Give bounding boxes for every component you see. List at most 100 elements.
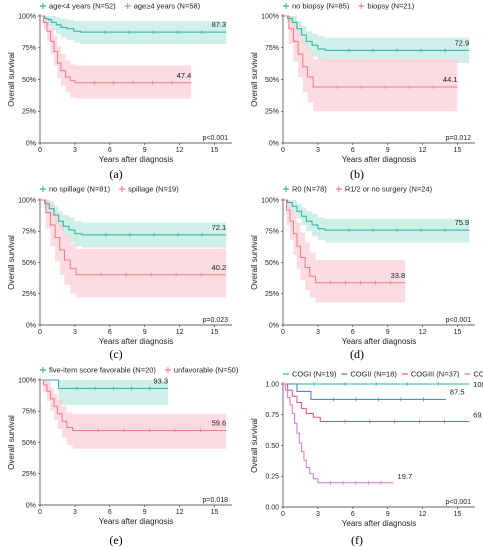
survival-curve (283, 383, 470, 423)
y-tick-label: 75% (22, 229, 36, 236)
confidence-band (283, 16, 470, 63)
survival-end-label: 87.5 (450, 387, 465, 396)
y-tick-label: 100% (261, 13, 279, 20)
survival-end-label: 100 (473, 380, 483, 389)
legend-label: R0 (N=78) (292, 185, 327, 194)
x-tick-label: 3 (73, 147, 77, 154)
survival-curve (40, 199, 227, 236)
y-tick-label: 0% (269, 140, 279, 147)
legend-label: COGIV (N=20) (473, 370, 483, 379)
x-tick-label: 6 (351, 147, 355, 154)
confidence-band (40, 200, 227, 248)
confidence-band (40, 380, 168, 405)
km-panel: no spillage (N=81) spillage (N=19) 0% 25% 50… (7, 185, 232, 361)
y-tick-label: 25% (265, 109, 279, 116)
legend-label: R1/2 or no surgery (N=24) (345, 185, 433, 194)
x-tick-label: 6 (351, 329, 355, 336)
y-tick-label: 0.50 (265, 443, 279, 450)
x-tick-label: 3 (316, 511, 320, 518)
confidence-band (40, 16, 192, 99)
p-value: p<0.001 (446, 317, 472, 324)
confidence-band (283, 200, 406, 303)
x-tick-label: 3 (316, 329, 320, 336)
survival-end-label: 47.4 (177, 71, 192, 80)
panel-label: (d) (350, 347, 364, 361)
x-tick-label: 6 (108, 147, 112, 154)
x-tick-label: 15 (211, 329, 219, 336)
x-tick-label: 0 (38, 147, 42, 154)
x-tick-label: 9 (386, 511, 390, 518)
legend-item: biopsy (N=21) (358, 2, 415, 11)
legend-item: no spillage (N=81) (40, 185, 111, 194)
panel-label: (b) (350, 167, 364, 181)
p-value: p=0.018 (203, 497, 229, 504)
km-panel: age<4 years (N=52) age≥4 years (N=58) 0% 25… (7, 2, 232, 181)
y-tick-label: 50% (22, 440, 36, 447)
survival-end-label: 75.9 (455, 218, 470, 227)
legend-label: spillage (N=19) (128, 185, 179, 194)
legend-label: no biopsy (N=85) (292, 2, 350, 11)
p-value: p=0.012 (446, 135, 472, 142)
y-tick-label: 0% (26, 502, 36, 509)
survival-curve (283, 15, 458, 88)
y-axis-label: Overall survival (7, 235, 16, 290)
x-tick-label: 15 (454, 329, 462, 336)
survival-end-label: 59.6 (212, 419, 227, 428)
x-axis-label: Years after diagnosis (342, 519, 416, 528)
x-tick-label: 3 (316, 147, 320, 154)
survival-end-label: 40.2 (212, 263, 227, 272)
y-tick-label: 0% (269, 322, 279, 329)
legend-label: COGIII (N=37) (411, 370, 460, 379)
x-tick-label: 9 (143, 509, 147, 516)
confidence-band (40, 200, 227, 298)
y-axis-label: Overall survival (7, 415, 16, 470)
confidence-band (40, 380, 227, 449)
legend-item: unfavorable (N=50) (164, 366, 239, 375)
survival-curve (283, 383, 394, 484)
km-panel: five-item score favorable (N=20) unfavora… (7, 366, 239, 547)
survival-end-label: 93.3 (153, 376, 168, 385)
y-tick-label: 50% (22, 260, 36, 267)
x-tick-label: 0 (281, 511, 285, 518)
x-tick-label: 0 (281, 147, 285, 154)
y-tick-label: 0% (26, 140, 36, 147)
y-axis-label: Overall survival (250, 52, 259, 107)
x-tick-label: 3 (73, 509, 77, 516)
y-tick-label: 1.00 (265, 381, 279, 388)
legend-item: COGIV (N=20) (464, 370, 483, 379)
y-tick-label: 0% (26, 322, 36, 329)
survival-end-label: 72.9 (455, 38, 470, 47)
confidence-band (283, 16, 458, 112)
p-value: p<0.001 (203, 135, 229, 142)
survival-curve (40, 379, 227, 431)
km-panel: COGI (N=19) COGII (N=18) COGIII (N=37) COGI… (250, 370, 483, 547)
y-tick-label: 0.25 (265, 474, 279, 481)
x-tick-label: 15 (211, 147, 219, 154)
x-axis-label: Years after diagnosis (99, 155, 173, 164)
y-tick-label: 0.75 (265, 412, 279, 419)
legend-label: unfavorable (N=50) (174, 366, 239, 375)
legend-item: COGIII (N=37) (401, 370, 460, 379)
panel-label: (a) (109, 167, 122, 181)
survival-end-label: 19.7 (398, 472, 413, 481)
legend-item: COGI (N=19) (283, 370, 337, 379)
x-axis-label: Years after diagnosis (99, 337, 173, 346)
x-tick-label: 15 (211, 509, 219, 516)
y-tick-label: 50% (265, 260, 279, 267)
x-axis-label: Years after diagnosis (342, 337, 416, 346)
km-panel: R0 (N=78) R1/2 or no surgery (N=24) 0% 25% 5… (250, 185, 475, 361)
x-tick-label: 0 (281, 329, 285, 336)
x-tick-label: 12 (176, 329, 184, 336)
y-tick-label: 100% (18, 13, 36, 20)
x-tick-label: 6 (108, 509, 112, 516)
panel-label: (e) (109, 533, 122, 547)
x-axis-label: Years after diagnosis (342, 155, 416, 164)
legend-item: age<4 years (N=52) (40, 2, 116, 11)
y-tick-label: 75% (22, 409, 36, 416)
p-value: p=0.023 (203, 317, 229, 324)
y-tick-label: 100% (18, 197, 36, 204)
y-tick-label: 25% (22, 471, 36, 478)
y-tick-label: 75% (265, 45, 279, 52)
x-tick-label: 12 (176, 147, 184, 154)
legend-label: five-item score favorable (N=20) (49, 366, 156, 375)
